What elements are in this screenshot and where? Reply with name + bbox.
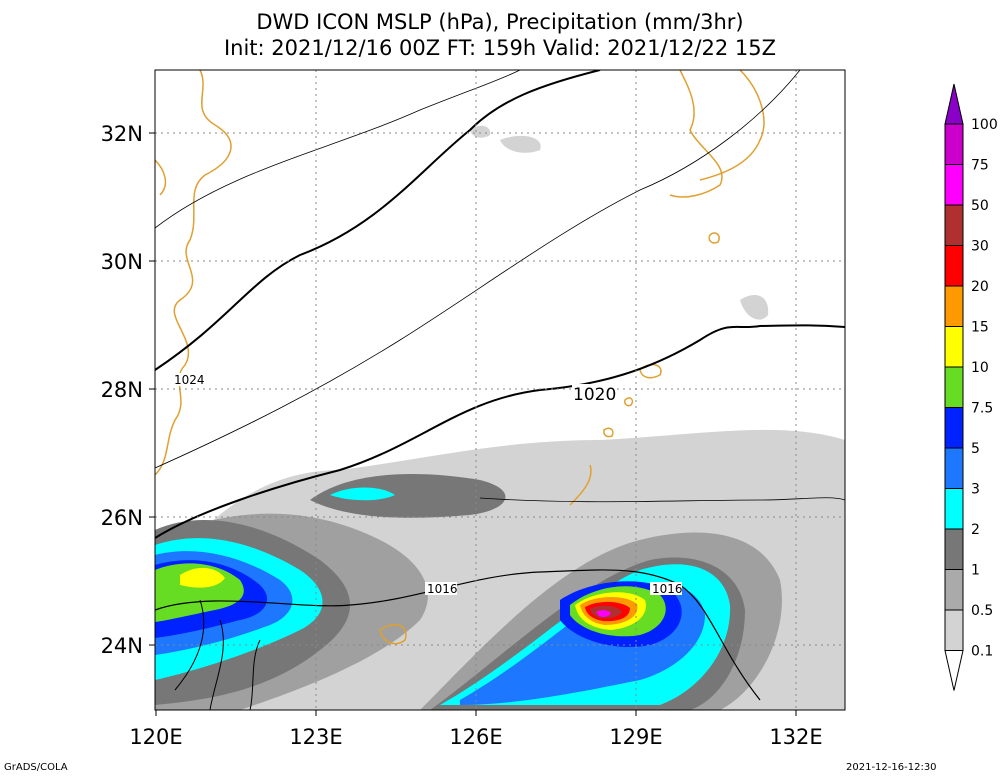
colorbar-swatch <box>944 569 964 611</box>
lon-label-123e: 123E <box>289 725 342 749</box>
lon-label-132e: 132E <box>769 725 822 749</box>
colorbar-swatch <box>944 488 964 530</box>
isobars <box>155 70 845 710</box>
colorbar-level-label: 1 <box>971 563 980 579</box>
contour-label-1020: 1020 <box>573 385 616 405</box>
colorbar-swatch <box>944 285 964 327</box>
colorbar: 100 75 50 30 20 15 10 7.5 5 3 2 1 0.5 0.1 <box>944 83 998 691</box>
contour-labels: 1024 1020 1016 1016 <box>172 373 683 596</box>
map-title: DWD ICON MSLP (hPa), Precipitation (mm/3… <box>256 10 744 34</box>
colorbar-level-label: 30 <box>971 239 989 255</box>
colorbar-level-label: 5 <box>971 441 980 457</box>
colorbar-swatch <box>944 366 964 408</box>
colorbar-swatch <box>944 528 964 570</box>
colorbar-level-label: 7.5 <box>971 401 993 417</box>
lon-labels: 120E 123E 126E 129E 132E <box>129 725 822 749</box>
lat-label-24n: 24N <box>101 634 143 658</box>
colorbar-bottom-arrow <box>944 650 964 691</box>
lat-labels: 32N 30N 28N 26N 24N <box>101 122 143 658</box>
lat-label-32n: 32N <box>101 122 143 146</box>
colorbar-level-label: 0.1 <box>971 644 993 660</box>
colorbar-swatch <box>944 245 964 287</box>
lat-label-28n: 28N <box>101 378 143 402</box>
lon-label-129e: 129E <box>609 725 662 749</box>
colorbar-level-label: 3 <box>971 482 980 498</box>
colorbar-swatch <box>944 447 964 489</box>
lon-label-120e: 120E <box>129 725 182 749</box>
colorbar-swatch <box>944 326 964 368</box>
colorbar-level-label: 20 <box>971 279 989 295</box>
colorbar-level-label: 100 <box>971 117 998 133</box>
axis-ticks <box>149 132 797 716</box>
colorbar-swatch <box>944 123 964 165</box>
colorbar-top-arrow <box>944 83 964 125</box>
colorbar-swatch <box>944 407 964 449</box>
contour-label-1024: 1024 <box>174 373 205 387</box>
graticule <box>155 70 845 710</box>
map-subtitle: Init: 2021/12/16 00Z FT: 159h Valid: 202… <box>223 36 777 60</box>
colorbar-swatch <box>944 609 964 651</box>
lat-label-30n: 30N <box>101 250 143 274</box>
colorbar-level-label: 15 <box>971 320 989 336</box>
colorbar-level-label: 0.5 <box>971 603 993 619</box>
colorbar-swatch <box>944 164 964 206</box>
contour-label-1016-west: 1016 <box>427 582 458 596</box>
lat-label-26n: 26N <box>101 506 143 530</box>
colorbar-level-label: 10 <box>971 360 989 376</box>
colorbar-level-label: 2 <box>971 522 980 538</box>
colorbar-level-label: 50 <box>971 198 989 214</box>
footer-timestamp: 2021-12-16-12:30 <box>846 762 937 773</box>
precipitation-map: 1024 1020 1016 1016 32N 30N 28N 26N 24N … <box>101 69 998 749</box>
precip-shading <box>155 125 845 710</box>
colorbar-swatch <box>944 204 964 246</box>
footer-grads-label: GrADS/COLA <box>4 762 68 773</box>
contour-label-1016-east: 1016 <box>652 582 683 596</box>
map-frame <box>154 69 846 711</box>
coastlines <box>155 70 765 645</box>
lon-label-126e: 126E <box>449 725 502 749</box>
colorbar-level-label: 75 <box>971 158 989 174</box>
